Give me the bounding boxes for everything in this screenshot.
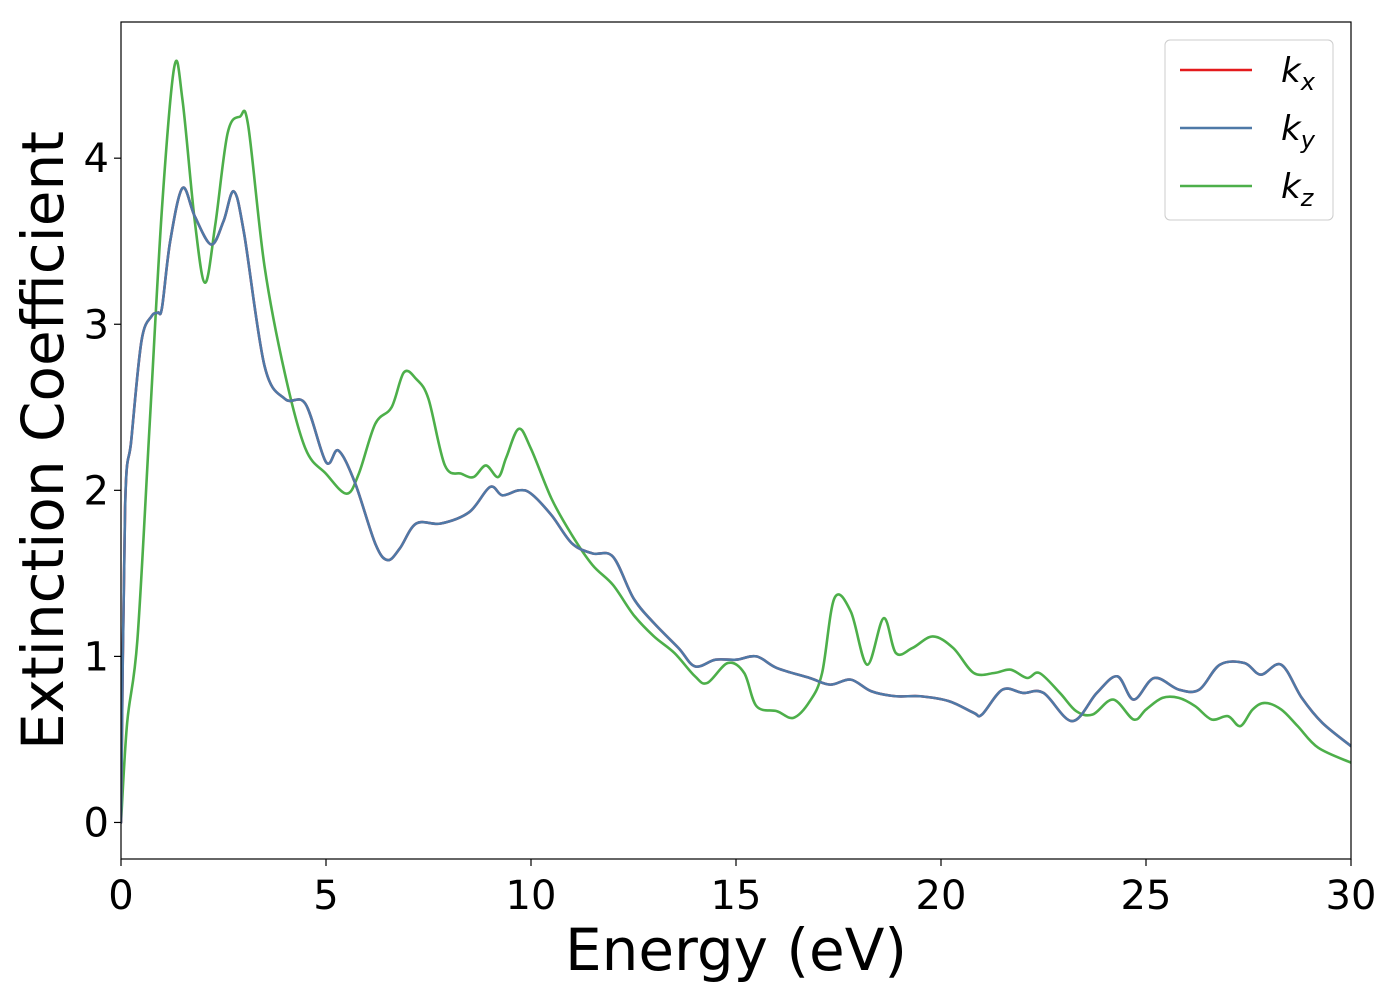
x-tick-label: 0	[108, 873, 133, 919]
plot-area	[121, 22, 1351, 859]
x-tick-label: 15	[711, 873, 762, 919]
y-tick-label: 4	[84, 136, 109, 182]
series-line-kz	[121, 59, 1351, 824]
legend-box	[1164, 39, 1334, 221]
y-axis-ticks: 0 1 2 3 4	[84, 136, 121, 846]
y-tick-label: 0	[84, 800, 109, 846]
x-tick-label: 30	[1326, 873, 1377, 919]
y-tick-label: 3	[84, 302, 109, 348]
x-axis-ticks: 0 5 10 15 20 25 30	[108, 859, 1376, 919]
legend-label-kx: kx	[1281, 51, 1316, 96]
legend: kx ky kz	[1164, 39, 1334, 221]
legend-label-ky: ky	[1281, 109, 1316, 154]
x-axis-title: Energy (eV)	[565, 916, 907, 984]
y-axis-title: Extinction Coefficient	[9, 131, 77, 750]
y-tick-label: 2	[84, 468, 109, 514]
x-tick-label: 5	[313, 873, 338, 919]
x-tick-label: 25	[1121, 873, 1172, 919]
legend-label-kz: kz	[1281, 167, 1315, 212]
series-layer	[121, 59, 1351, 824]
x-tick-label: 10	[506, 873, 557, 919]
x-tick-label: 20	[916, 873, 967, 919]
y-tick-label: 1	[84, 634, 109, 680]
series-line-ky	[121, 186, 1351, 824]
